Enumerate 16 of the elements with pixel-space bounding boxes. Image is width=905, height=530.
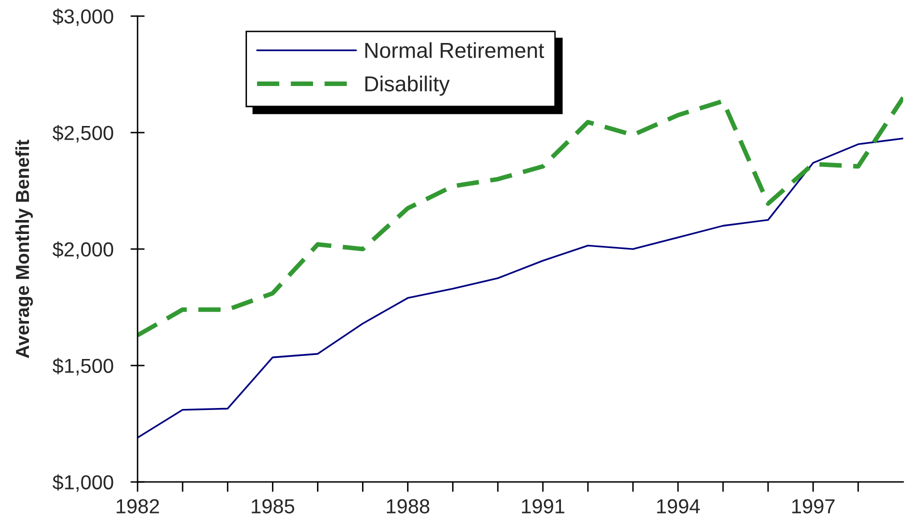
legend-label: Disability <box>365 76 450 96</box>
y-tick-label: $2,000 <box>52 241 114 259</box>
y-axis-title: Average Monthly Benefit <box>15 140 33 358</box>
y-tick-label: $2,500 <box>52 124 114 142</box>
x-tick-label: 1991 <box>522 499 564 514</box>
y-tick-label: $1,000 <box>52 474 114 492</box>
y-tick-label: $1,500 <box>52 358 114 376</box>
y-tick-label: $3,000 <box>52 8 114 26</box>
x-tick-label: 1988 <box>386 499 430 514</box>
x-tick-label: 1982 <box>116 499 159 514</box>
x-tick-label: 1994 <box>657 499 700 514</box>
x-tick-label: 1985 <box>252 499 294 514</box>
line-series <box>138 138 904 439</box>
line-series <box>138 95 904 338</box>
legend-label: Normal Retirement <box>365 42 544 58</box>
x-tick-label: 1997 <box>792 499 835 514</box>
